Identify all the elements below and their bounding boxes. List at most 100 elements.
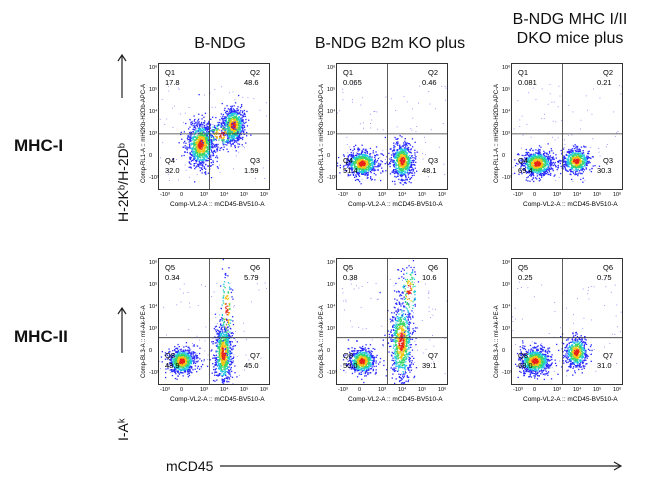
- x-tick-label: 10⁶: [613, 192, 622, 198]
- x-tick-label: 10⁴: [220, 387, 229, 393]
- plot-area: Q5 0.38 Q6 10.6 Q7 39.1 Q8 50.0: [336, 258, 448, 385]
- x-tick-label: 0: [533, 387, 537, 393]
- quadrant-percent: 0.25: [518, 273, 533, 282]
- y-tick-label: 10⁶: [327, 260, 336, 266]
- y-tick-label: 10³: [327, 131, 335, 137]
- y-tick-label: 10⁴: [502, 304, 511, 310]
- plot-area: Q1 0.081 Q2 0.21 Q3 30.3 Q4 69.4: [511, 63, 623, 190]
- quadrant-percent: 10.6: [422, 273, 437, 282]
- x-tick-label: 10³: [378, 192, 386, 198]
- quadrant-name: Q5: [518, 263, 529, 272]
- x-tick-label: 0: [358, 387, 362, 393]
- x-tick-label: -10³: [160, 192, 170, 198]
- y-tick-label: 10⁶: [502, 260, 511, 266]
- facs-panel-r1-c3: Q1 0.081 Q2 0.21 Q3 30.3 Q4 69.4 10⁶ 10⁵ 10⁴ 10³ 0 -1…: [493, 63, 623, 208]
- quadrant-name: Q3: [603, 156, 614, 165]
- y-tick-label: 10⁵: [502, 282, 511, 288]
- x-tick-label: 10⁵: [593, 387, 602, 393]
- plot-area: Q1 17.8 Q2 48.6 Q3 1.59 Q4 32.0: [158, 63, 270, 190]
- quadrant-name: Q3: [250, 156, 261, 165]
- x-tick-label: 0: [180, 192, 184, 198]
- x-tick-label: -10³: [160, 387, 170, 393]
- facs-panel-r2-c2: Q5 0.38 Q6 10.6 Q7 39.1 Q8 50.0 10⁶ 10⁵ 10⁴ 10³ 0 -10…: [318, 258, 448, 403]
- facs-panel-r2-c3: Q5 0.25 Q6 0.75 Q7 31.0 Q8 68.0 10⁶ 10⁵ 10⁴ 10³ 0 -10…: [493, 258, 623, 403]
- quadrant-percent: 0.38: [343, 273, 358, 282]
- y-tick-label: 10⁴: [502, 109, 511, 115]
- x-tick-label: 10⁶: [260, 387, 269, 393]
- x-tick-label: -10³: [338, 192, 348, 198]
- x-axis-name: Comp-VL2-A :: mCD45-BV510-A: [523, 201, 618, 208]
- x-tick-label: 10⁵: [593, 192, 602, 198]
- x-axis-name: Comp-VL2-A :: mCD45-BV510-A: [170, 201, 265, 208]
- quadrant-name: Q2: [603, 68, 614, 77]
- x-tick-label: 10³: [553, 192, 561, 198]
- quadrant-percent: 30.3: [597, 166, 612, 175]
- quadrant-percent: 69.4: [518, 166, 533, 175]
- quadrant-name: Q6: [603, 263, 614, 272]
- y-tick-label: -10³: [149, 370, 159, 376]
- x-tick-label: -10³: [513, 387, 523, 393]
- y-tick-label: 0: [502, 153, 506, 159]
- quadrant-name: Q7: [428, 351, 439, 360]
- quadrant-percent: 50.0: [343, 361, 358, 370]
- scatter-density: [512, 64, 622, 189]
- x-axis-name: Comp-VL2-A :: mCD45-BV510-A: [348, 201, 443, 208]
- quadrant-percent: 0.065: [343, 78, 362, 87]
- x-marker-mcd45: mCD45: [166, 458, 214, 474]
- quadrant-name: Q6: [250, 263, 261, 272]
- y-tick-label: 10⁴: [327, 109, 336, 115]
- quadrant-percent: 31.0: [597, 361, 612, 370]
- quadrant-name: Q8: [518, 351, 529, 360]
- y-tick-label: 10⁴: [149, 109, 158, 115]
- plot-area: Q5 0.25 Q6 0.75 Q7 31.0 Q8 68.0: [511, 258, 623, 385]
- facs-panel-r1-c2: Q1 0.065 Q2 0.46 Q3 48.1 Q4 51.4 10⁶ 10⁵ 10⁴ 10³ 0 -1…: [318, 63, 448, 208]
- column-title-3: B-NDG MHC I/II DKO mice plus: [490, 10, 650, 48]
- scatter-density: [337, 259, 447, 384]
- y-tick-label: 0: [502, 348, 506, 354]
- y-tick-label: 10⁴: [149, 304, 158, 310]
- y-arrow-icon-row1: [117, 53, 127, 98]
- y-tick-label: 10⁶: [149, 260, 158, 266]
- column-title-3-line: B-NDG MHC I/II: [512, 11, 628, 28]
- y-tick-label: 0: [327, 153, 331, 159]
- column-title-3-line: DKO mice plus: [516, 30, 624, 47]
- facs-panel-r2-c1: Q5 0.34 Q6 5.79 Q7 45.0 Q8 48.9 10⁶ 10⁵ 10⁴ 10³ 0 -10…: [140, 258, 270, 403]
- quadrant-percent: 0.75: [597, 273, 612, 282]
- quadrant-name: Q8: [343, 351, 354, 360]
- quadrant-name: Q1: [518, 68, 529, 77]
- y-tick-label: 10⁵: [149, 282, 158, 288]
- quadrant-percent: 32.0: [165, 166, 180, 175]
- quadrant-percent: 45.0: [244, 361, 259, 370]
- scatter-density: [159, 259, 269, 384]
- x-tick-label: 10³: [553, 387, 561, 393]
- x-tick-label: 10⁴: [398, 192, 407, 198]
- y-tick-label: 10³: [502, 131, 510, 137]
- y-tick-label: 10⁴: [327, 304, 336, 310]
- plot-area: Q5 0.34 Q6 5.79 Q7 45.0 Q8 48.9: [158, 258, 270, 385]
- quadrant-percent: 68.0: [518, 361, 533, 370]
- x-axis-name: Comp-VL2-A :: mCD45-BV510-A: [348, 396, 443, 403]
- x-tick-label: 10⁵: [418, 387, 427, 393]
- quadrant-percent: 39.1: [422, 361, 437, 370]
- y-tick-label: 0: [149, 348, 153, 354]
- y-tick-label: 0: [149, 153, 153, 159]
- x-tick-label: 10⁵: [240, 192, 249, 198]
- quadrant-percent: 0.34: [165, 273, 180, 282]
- scatter-density: [159, 64, 269, 189]
- y-tick-label: 10⁵: [149, 87, 158, 93]
- x-tick-label: 10⁴: [573, 387, 582, 393]
- y-tick-label: -10³: [327, 370, 337, 376]
- y-tick-label: 10⁵: [502, 87, 511, 93]
- x-arrow-icon: [220, 461, 623, 471]
- y-axis-name: Comp-RL1-A :: mH2Kb-H2Db-APC-A: [319, 83, 325, 183]
- quadrant-percent: 48.6: [244, 78, 259, 87]
- quadrant-percent: 48.9: [165, 361, 180, 370]
- y-tick-label: -10³: [327, 175, 337, 181]
- y-tick-label: 10³: [327, 326, 335, 332]
- y-axis-name: Comp-BL3-A :: mI-Ak-PE-A: [319, 305, 325, 378]
- quadrant-name: Q7: [603, 351, 614, 360]
- facs-panel-r1-c1: Q1 17.8 Q2 48.6 Q3 1.59 Q4 32.0 10⁶ 10⁵ 10⁴ 10³ 0 -10…: [140, 63, 270, 208]
- y-axis-name: Comp-RL1-A :: mH2Kb-H2Db-APC-A: [141, 83, 147, 183]
- quadrant-percent: 48.1: [422, 166, 437, 175]
- y-axis-name: Comp-RL1-A :: mH2Kb-H2Db-APC-A: [494, 83, 500, 183]
